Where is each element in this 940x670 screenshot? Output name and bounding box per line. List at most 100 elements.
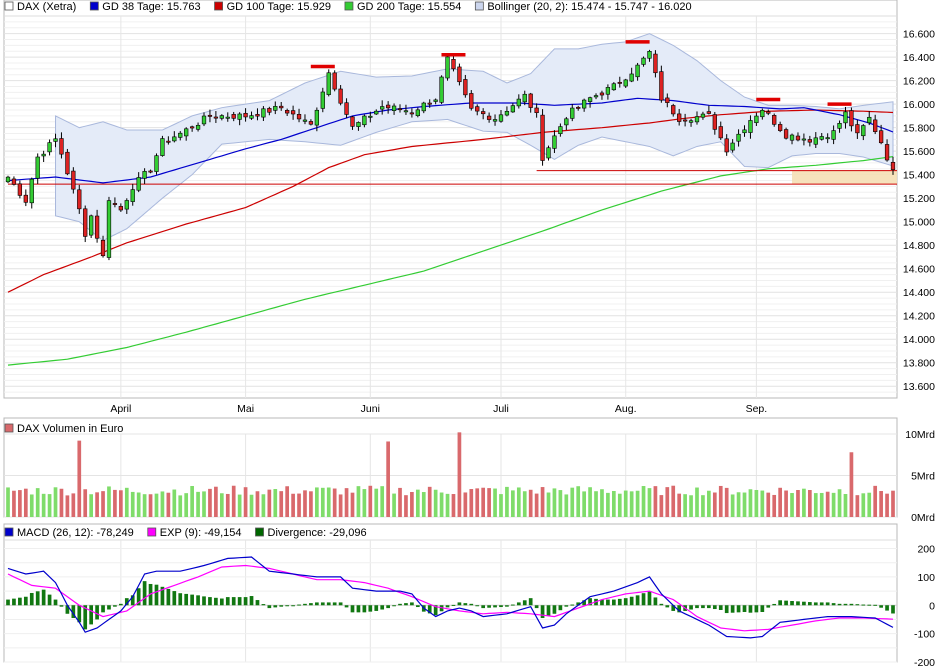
divergence-bar: [457, 602, 462, 606]
candle-body: [213, 116, 219, 119]
volume-bar: [445, 493, 450, 517]
divergence-bar: [303, 603, 307, 606]
volume-bar: [879, 491, 883, 517]
volume-bar: [398, 487, 402, 517]
volume-bar: [297, 493, 301, 517]
price-tick-label: 15.200: [903, 193, 935, 205]
candle-body: [314, 109, 320, 126]
divergence-bar: [374, 605, 379, 611]
divergence-bar: [142, 581, 147, 606]
divergence-bar: [701, 605, 705, 609]
candle-body: [94, 215, 100, 239]
divergence-bar: [487, 605, 491, 608]
candle-body: [195, 124, 201, 130]
candle-body: [772, 115, 777, 125]
divergence-bar: [47, 594, 52, 606]
volume-bar: [338, 494, 343, 517]
candle-body: [659, 71, 664, 101]
candle-body: [83, 208, 88, 237]
divergence-bar: [249, 596, 254, 606]
candle-body: [106, 200, 112, 258]
candle-body: [249, 115, 254, 119]
candle-body: [700, 113, 706, 118]
volume-bar: [659, 495, 664, 517]
price-legend-swatch: [4, 1, 14, 11]
candle-body: [843, 111, 848, 124]
candle-body: [481, 111, 486, 115]
volume-bar: [558, 490, 563, 517]
divergence-bar: [463, 603, 468, 606]
divergence-bar: [499, 605, 503, 608]
candle-body: [356, 122, 361, 127]
volume-bar: [594, 491, 598, 517]
divergence-bar: [332, 602, 337, 606]
divergence-bar: [576, 602, 581, 606]
candle-body: [783, 129, 789, 139]
volume-bar: [522, 491, 527, 517]
candle-body: [671, 105, 676, 115]
volume-bar: [552, 488, 557, 517]
volume-bar: [208, 488, 212, 517]
volume-bar: [677, 493, 682, 517]
candle-body: [736, 133, 741, 142]
divergence-bar: [742, 605, 747, 612]
candle-body: [59, 138, 64, 155]
macd-tick-label: 0: [929, 600, 935, 612]
price-tick-label: 15.800: [903, 123, 935, 135]
volume-bar: [600, 489, 604, 517]
divergence-bar: [534, 605, 539, 609]
volume-legend-label: DAX Volumen in Euro: [17, 423, 123, 435]
price-tick-label: 16.600: [903, 29, 935, 41]
candle-body: [504, 111, 510, 116]
candle-body: [867, 116, 872, 124]
volume-bar: [606, 492, 610, 517]
divergence-bar: [475, 605, 480, 607]
candle-body: [469, 93, 474, 109]
divergence-bar: [77, 605, 82, 623]
divergence-bar: [119, 603, 123, 606]
candle-body: [760, 109, 765, 118]
candle-body: [385, 104, 391, 109]
candle-body: [855, 124, 860, 134]
candle-body: [795, 135, 801, 141]
divergence-bar: [101, 605, 105, 613]
divergence-bar: [522, 600, 527, 606]
candle-body: [486, 115, 492, 120]
volume-bar: [546, 492, 551, 517]
candle-body: [653, 53, 658, 74]
volume-bar: [18, 490, 22, 517]
divergence-bar: [297, 604, 301, 606]
divergence-bar: [136, 588, 141, 606]
divergence-bar: [190, 594, 194, 606]
divergence-bar: [665, 605, 670, 608]
divergence-bar: [208, 597, 212, 606]
volume-bar: [701, 495, 705, 517]
divergence-bar: [255, 600, 260, 606]
ma38-line: [7, 97, 894, 184]
x-axis-month-label: Juli: [493, 403, 509, 415]
volume-bar: [59, 488, 64, 517]
price-tick-label: 14.400: [903, 287, 935, 299]
divergence-bar: [677, 605, 682, 613]
macd-legend-swatch: [255, 527, 264, 537]
volume-bar: [885, 493, 889, 517]
divergence-bar: [635, 595, 640, 606]
candle-body: [677, 113, 682, 122]
price-tick-label: 14.000: [903, 334, 935, 346]
macd-line: [7, 556, 894, 639]
volume-bar: [255, 491, 260, 517]
volume-bar: [350, 492, 355, 517]
divergence-bar: [790, 601, 794, 606]
divergence-bar: [154, 584, 159, 606]
divergence-bar: [712, 605, 717, 610]
volume-bar: [629, 491, 634, 517]
candle-body: [148, 170, 153, 173]
volume-bar: [6, 487, 10, 517]
macd-legend-swatch: [4, 527, 14, 537]
divergence-bar: [356, 605, 361, 613]
price-legend-label: GD 38 Tage: 15.763: [102, 1, 200, 13]
divergence-bar: [689, 605, 693, 610]
divergence-bar: [196, 595, 200, 606]
candle-body: [285, 110, 290, 114]
volume-bar: [23, 488, 28, 517]
